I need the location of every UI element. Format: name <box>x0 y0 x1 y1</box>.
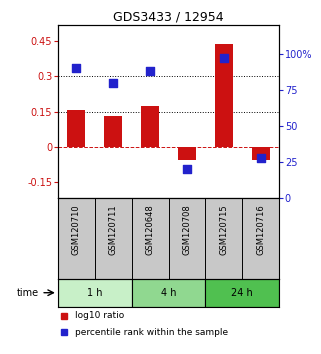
Point <box>147 68 153 74</box>
Bar <box>178 147 196 160</box>
Bar <box>141 105 159 147</box>
Title: GDS3433 / 12954: GDS3433 / 12954 <box>113 11 224 24</box>
Point <box>258 155 263 161</box>
Text: GSM120711: GSM120711 <box>108 205 118 255</box>
Text: GSM120710: GSM120710 <box>72 205 81 255</box>
Bar <box>104 116 122 147</box>
Text: log10 ratio: log10 ratio <box>75 311 125 320</box>
Text: GSM120715: GSM120715 <box>219 205 229 255</box>
Text: GSM120716: GSM120716 <box>256 205 265 256</box>
Text: 24 h: 24 h <box>231 288 253 298</box>
Text: 4 h: 4 h <box>161 288 176 298</box>
Bar <box>252 147 270 160</box>
Text: 1 h: 1 h <box>87 288 102 298</box>
Bar <box>67 110 85 147</box>
Point <box>184 166 189 172</box>
Text: GSM120648: GSM120648 <box>145 205 155 256</box>
Text: time: time <box>17 288 39 298</box>
Bar <box>215 44 233 147</box>
Text: percentile rank within the sample: percentile rank within the sample <box>75 328 229 337</box>
Text: GSM120708: GSM120708 <box>182 205 192 256</box>
Point <box>74 65 79 71</box>
Bar <box>58 279 132 307</box>
Point <box>110 80 116 85</box>
Bar <box>205 279 279 307</box>
Point <box>221 55 226 61</box>
Bar <box>132 279 205 307</box>
